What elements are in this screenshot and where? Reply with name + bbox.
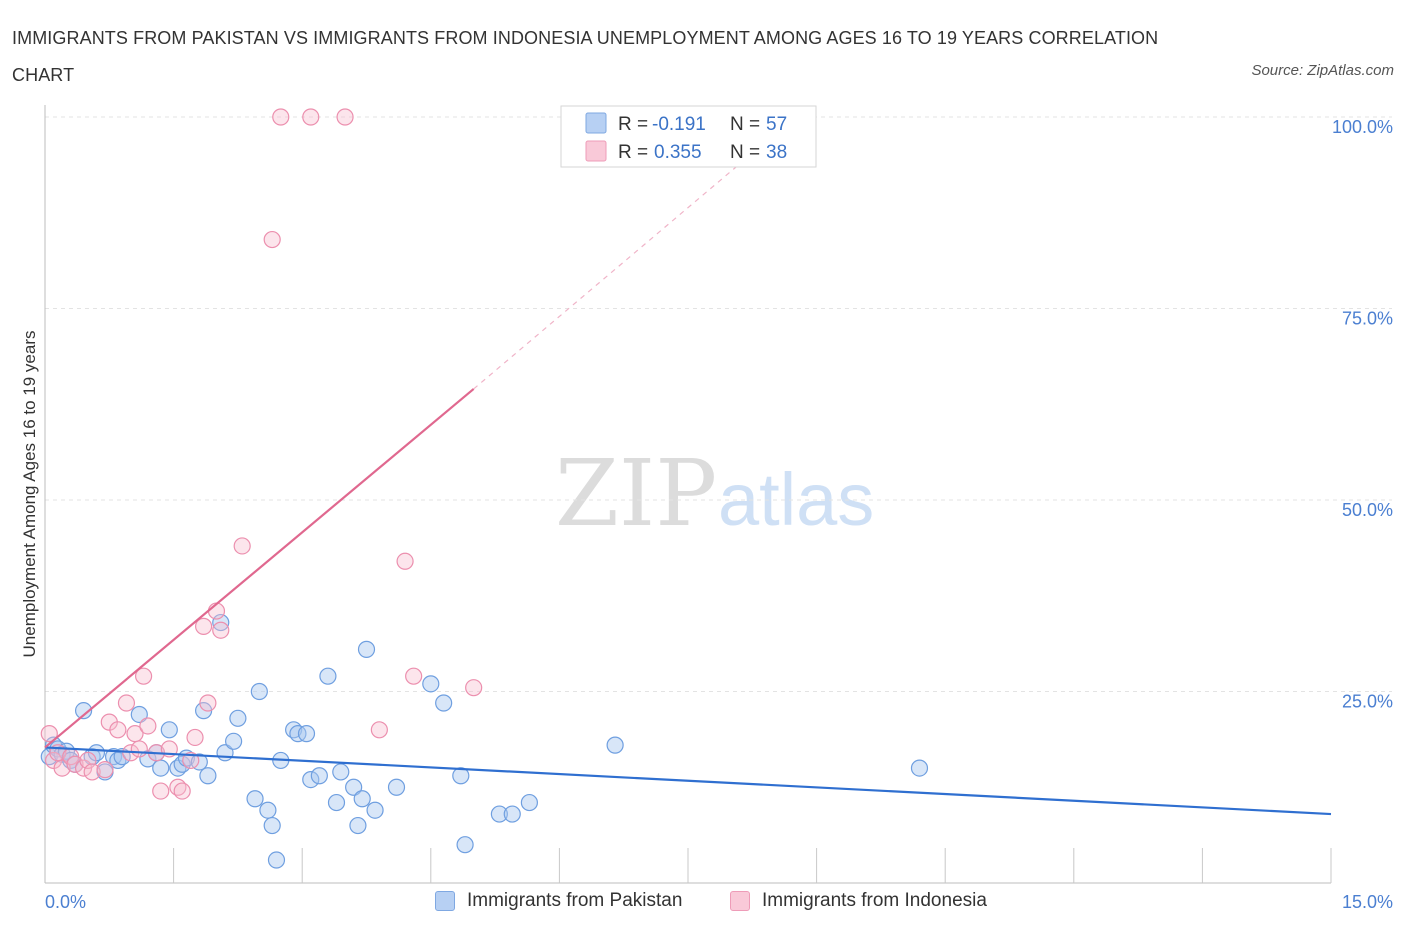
pakistan-point-46 [357,640,376,658]
indonesia-point-19 [152,782,170,800]
legend-swatch-indonesia-bottom [730,891,750,911]
pakistan-point-28 [229,709,247,727]
x-tick-label-0: 0.0% [45,892,86,912]
bottom-legend: Immigrants from Pakistan Immigrants from… [0,890,1406,916]
indonesia-point-9 [96,761,114,779]
pakistan-point-37 [297,725,316,743]
pakistan-point-29 [246,790,264,808]
pakistan-point-57 [910,759,929,777]
pakistan-point-30 [250,682,268,701]
pakistan-point-18 [160,721,178,739]
y-tick-label-2: 75.0% [1342,309,1393,329]
legend-swatch-pakistan-bottom [435,891,455,911]
legend-r-label-1: R = [618,114,648,135]
indonesia-point-32 [302,108,320,126]
pakistan-point-43 [345,778,363,796]
legend-swatch-pakistan [585,112,607,134]
tick-labels: 25.0% 50.0% 75.0% 100.0% 0.0% 15.0% [45,117,1393,912]
pakistan-point-41 [327,793,346,812]
pakistan-point-55 [520,793,538,812]
gridlines [45,116,1392,692]
indonesia-point-30 [263,230,281,249]
indonesia-point-25 [195,617,213,635]
y-tick-label-0: 25.0% [1342,692,1393,712]
pakistan-point-48 [387,778,406,796]
indonesia-point-3 [53,759,71,777]
x-tick-label-1: 15.0% [1342,892,1393,912]
pakistan-point-14 [130,705,148,724]
indonesia-point-29 [233,537,251,555]
pakistan-point-38 [302,770,320,789]
pakistan-point-49 [422,675,440,693]
pakistan-point-31 [259,801,277,819]
indonesia-point-0 [40,725,58,743]
pakistan-point-22 [190,753,208,771]
indonesia-points [40,108,483,800]
indonesia-point-31 [272,108,290,126]
legend-label-pakistan: Immigrants from Pakistan [467,890,683,911]
indonesia-point-8 [83,763,101,781]
indonesia-point-34 [370,721,388,739]
indonesia-point-33 [336,108,354,126]
indonesia-point-22 [173,782,191,800]
y-tick-label-1: 50.0% [1342,500,1393,520]
pakistan-point-33 [267,851,286,869]
pakistan-point-24 [199,767,217,785]
source-label: Source: ZipAtlas.com [1251,62,1394,79]
pakistan-trend-line [44,746,1332,816]
pakistan-point-51 [452,767,470,785]
indonesia-point-5 [66,755,84,773]
legend-n-value-2: 38 [766,142,787,163]
pakistan-point-27 [225,732,243,750]
legend-r-value-1: -0.191 [652,114,706,135]
indonesia-point-17 [139,717,157,735]
legend-n-value-1: 57 [766,114,787,135]
y-axis-label: Unemployment Among Ages 16 to 19 years [20,331,39,658]
indonesia-point-12 [117,694,136,712]
indonesia-trend-line [44,388,475,749]
indonesia-point-16 [134,667,153,685]
indonesia-point-27 [207,602,226,620]
legend-n-label-1: N = [730,114,760,135]
legend-item-indonesia: Immigrants from Indonesia [730,890,987,912]
indonesia-point-24 [186,728,204,747]
legend-label-indonesia: Immigrants from Indonesia [762,890,987,911]
indonesia-point-11 [109,721,127,739]
pakistan-point-54 [503,805,521,823]
legend-r-label-2: R = [618,142,648,163]
y-tick-label-3: 100.0% [1332,117,1393,137]
legend-r-value-2: 0.355 [654,142,702,163]
chart-title: IMMIGRANTS FROM PAKISTAN VS IMMIGRANTS F… [12,28,1159,85]
indonesia-point-36 [405,667,423,685]
pakistan-point-17 [152,759,170,777]
indonesia-point-26 [199,694,217,712]
indonesia-point-37 [465,679,483,697]
legend-n-label-2: N = [730,142,760,163]
pakistan-point-39 [310,767,328,785]
pakistan-point-42 [332,763,350,781]
pakistan-point-44 [349,816,367,835]
watermark-zip: ZIP [555,440,717,547]
indonesia-point-15 [130,740,148,758]
correlation-legend: R = -0.191 N = 57 R = 0.355 N = 38 [560,105,817,168]
pakistan-point-32 [263,816,281,835]
pakistan-point-53 [490,805,508,823]
pakistan-point-52 [456,836,474,854]
axes [44,105,1332,884]
pakistan-point-47 [366,801,384,819]
pakistan-point-50 [435,694,453,712]
pakistan-point-56 [606,736,624,754]
legend-swatch-indonesia [585,140,607,162]
pakistan-point-7 [74,702,93,720]
indonesia-point-23 [182,751,200,770]
pakistan-point-45 [353,790,371,808]
pakistan-point-40 [319,667,337,685]
indonesia-point-35 [396,552,414,570]
legend-item-pakistan: Immigrants from Pakistan [435,890,682,912]
indonesia-point-28 [212,621,230,639]
pakistan-points [40,613,929,869]
